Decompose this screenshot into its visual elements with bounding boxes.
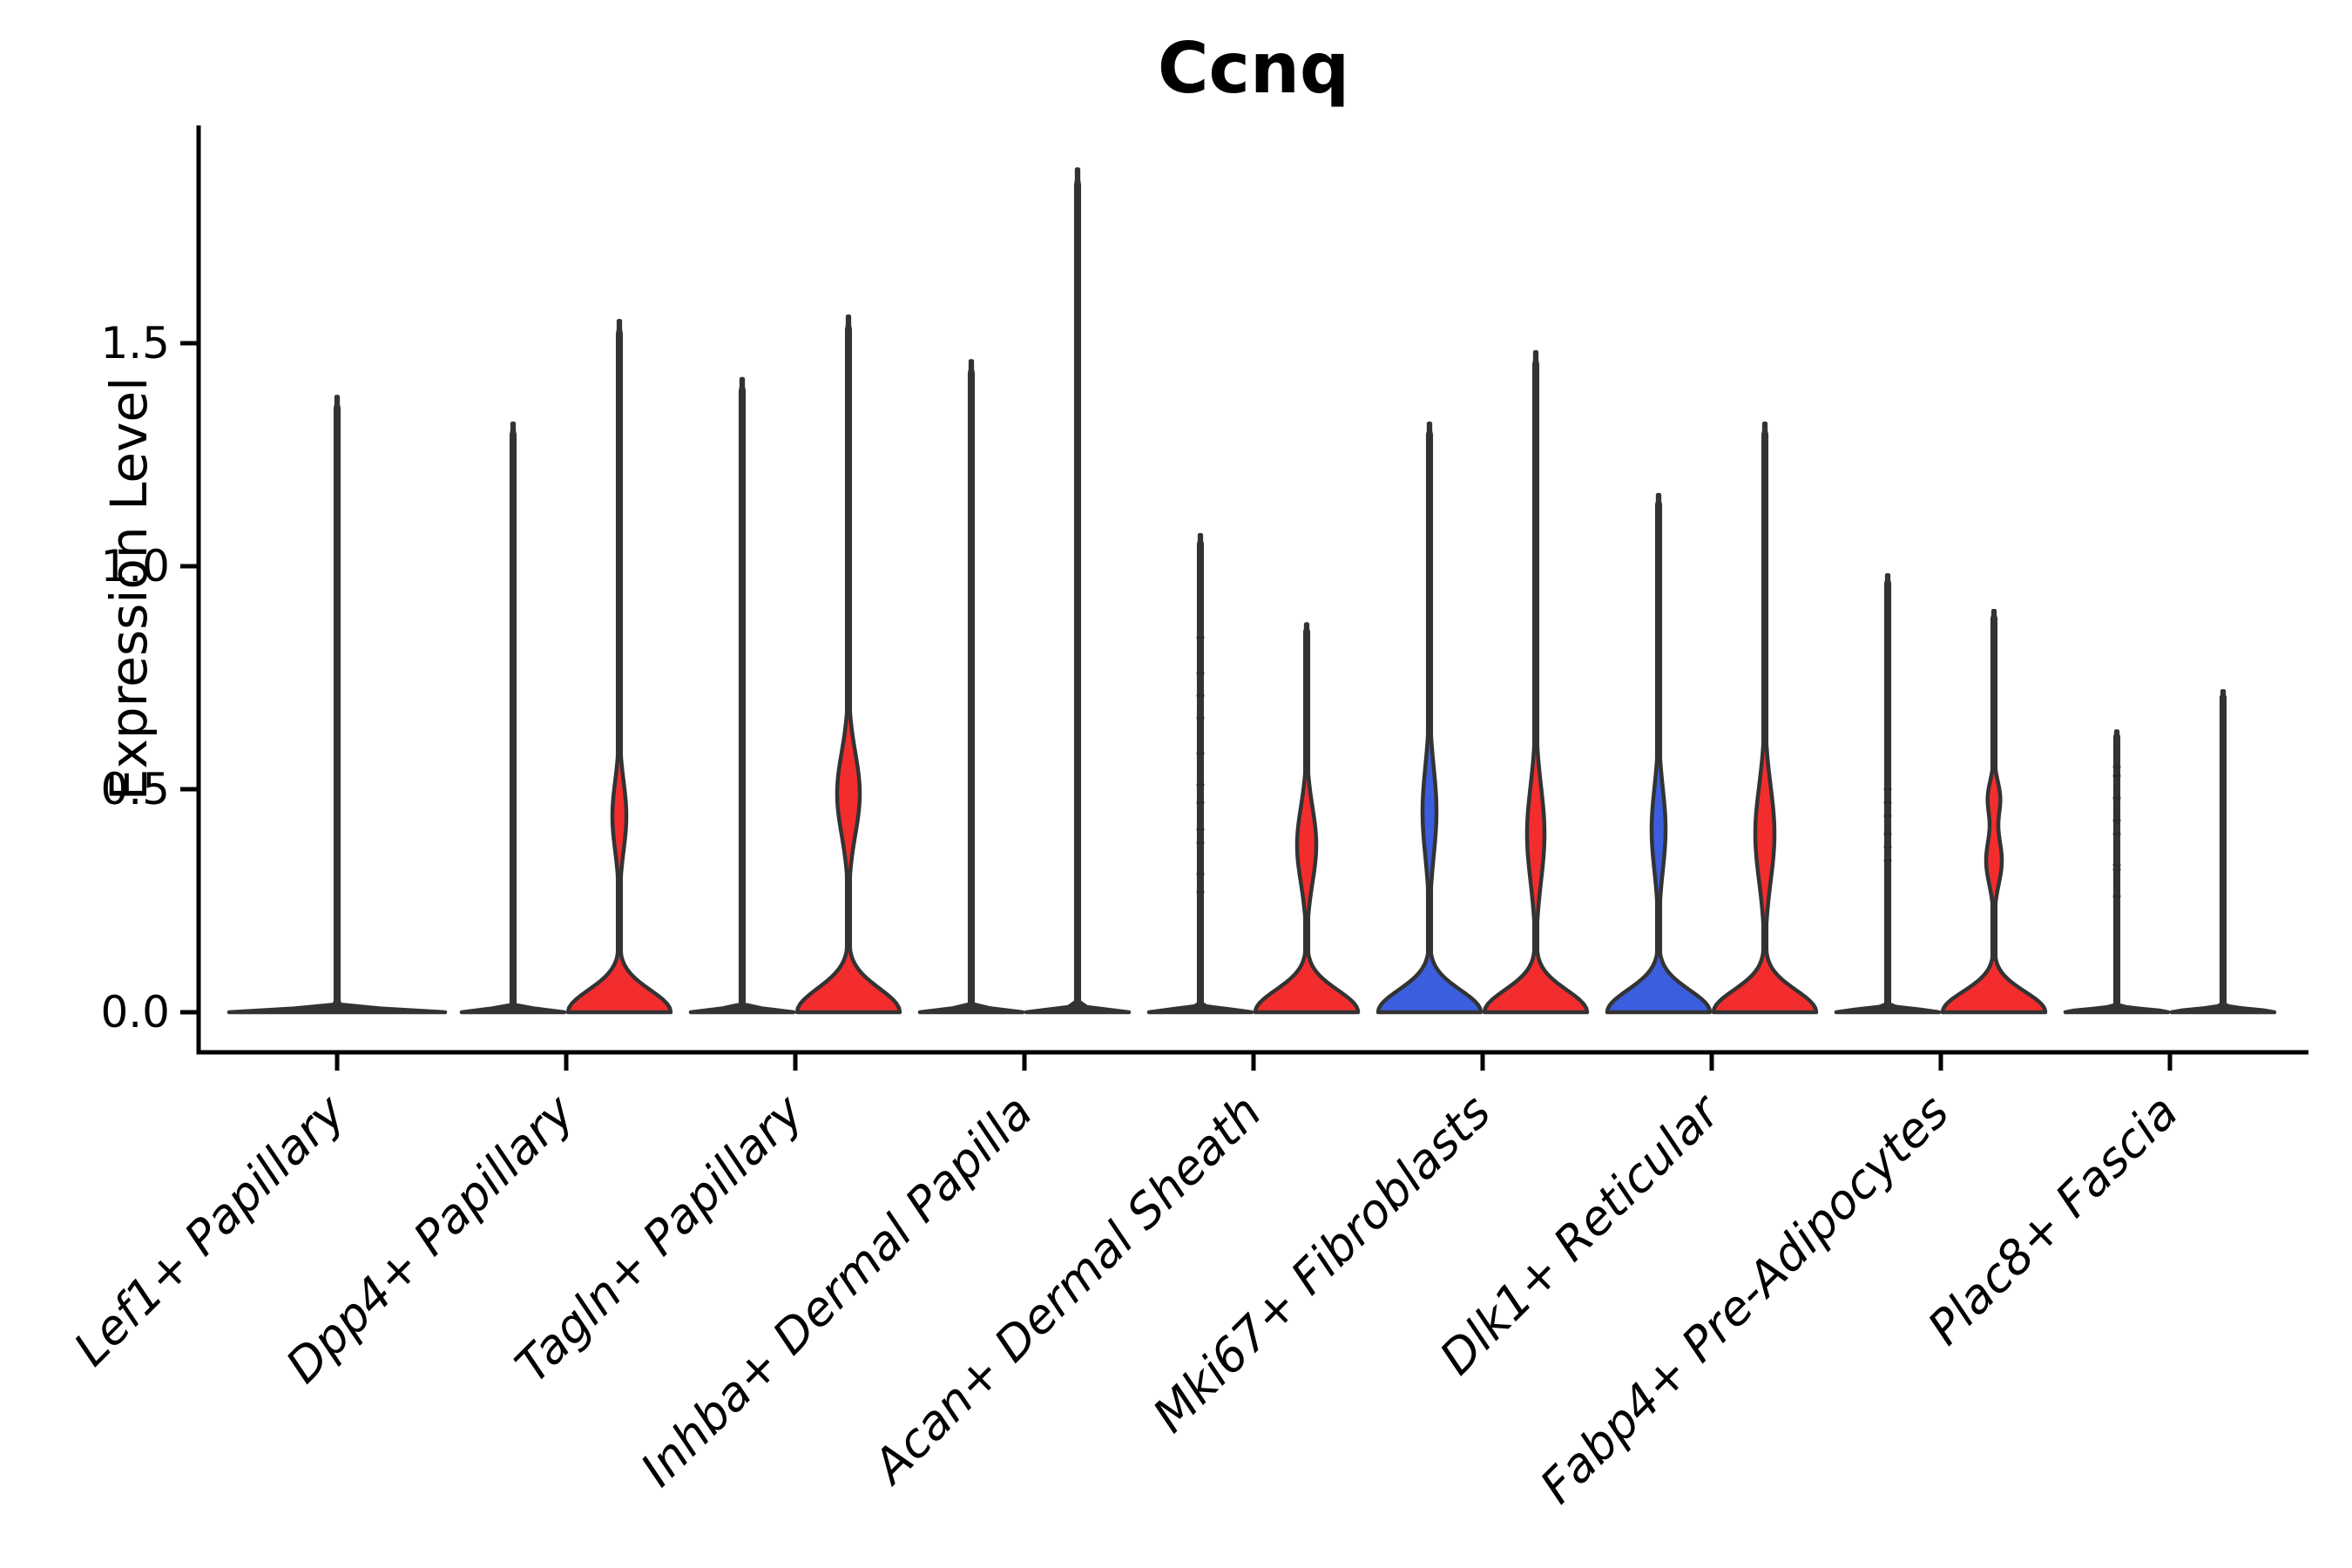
- y-tick-label-1.5: 1.5: [100, 318, 170, 368]
- violin-dlk1-reticular-left: [1605, 492, 1713, 1015]
- x-tick-label-fabp4-pre-adipocytes: Fabp4+ Pre-Adipocytes: [1530, 1085, 1959, 1514]
- plot-title: Ccnq: [1158, 28, 1349, 109]
- x-tick-label-acan-dermal-sheath: Acan+ Dermal Sheath: [861, 1085, 1272, 1496]
- violin-tagln-papillary-right: [794, 314, 902, 1015]
- data-point-acan-dermal-sheath-left: [1196, 872, 1205, 876]
- violins-layer: [226, 167, 2277, 1015]
- y-tick-label-1.0: 1.0: [100, 541, 170, 591]
- data-point-plac8-fascia-left: [2112, 895, 2121, 898]
- data-point-plac8-fascia-left: [2112, 774, 2121, 778]
- data-point-acan-dermal-sheath-left: [1196, 783, 1205, 787]
- data-point-plac8-fascia-left: [2112, 832, 2121, 835]
- violin-fabp4-pre-adipocytes-left: [1834, 572, 1942, 1015]
- violin-fabp4-pre-adipocytes-right: [1940, 608, 2048, 1015]
- violin-inhba-dermal-papilla-right: [1024, 167, 1132, 1015]
- violin-dpp4-papillary-left: [459, 421, 567, 1015]
- data-point-fabp4-pre-adipocytes-left: [1883, 814, 1892, 818]
- violin-acan-dermal-sheath-left: [1146, 532, 1254, 1015]
- data-point-acan-dermal-sheath-left: [1196, 693, 1205, 698]
- violin-plac8-fascia-right: [2169, 689, 2277, 1015]
- data-point-acan-dermal-sheath-left: [1196, 841, 1205, 845]
- violin-plac8-fascia-left: [2063, 729, 2171, 1015]
- data-point-acan-dermal-sheath-left: [1196, 801, 1205, 805]
- violin-acan-dermal-sheath-right: [1253, 622, 1361, 1015]
- violin-lef1-papillary-center: [226, 395, 448, 1015]
- data-point-plac8-fascia-left: [2112, 796, 2121, 800]
- y-axis-label: Expression Level: [99, 377, 159, 801]
- data-point-fabp4-pre-adipocytes-left: [1883, 845, 1892, 849]
- data-point-acan-dermal-sheath-left: [1196, 752, 1205, 755]
- data-point-acan-dermal-sheath-left: [1196, 890, 1205, 894]
- data-point-acan-dermal-sheath-left: [1196, 636, 1205, 639]
- y-tick-label-0.5: 0.5: [100, 764, 170, 814]
- data-point-fabp4-pre-adipocytes-left: [1883, 801, 1892, 805]
- data-point-acan-dermal-sheath-left: [1196, 828, 1205, 831]
- data-point-fabp4-pre-adipocytes-left: [1883, 859, 1892, 862]
- data-point-fabp4-pre-adipocytes-left: [1883, 787, 1892, 791]
- violin-inhba-dermal-papilla-left: [917, 359, 1025, 1015]
- data-point-plac8-fascia-left: [2112, 765, 2121, 769]
- violin-mki67-fibroblasts-left: [1375, 421, 1484, 1015]
- violin-tagln-papillary-left: [688, 376, 796, 1015]
- data-point-plac8-fascia-left: [2112, 863, 2121, 867]
- data-point-plac8-fascia-left: [2112, 819, 2121, 822]
- x-tick-label-inhba-dermal-papilla: Inhba+ Dermal Papilla: [630, 1085, 1043, 1497]
- y-tick-label-0.0: 0.0: [100, 987, 170, 1037]
- violin-mki67-fibroblasts-right: [1482, 349, 1590, 1015]
- violin-dpp4-papillary-right: [565, 319, 673, 1015]
- data-point-plac8-fascia-left: [2112, 868, 2121, 871]
- data-point-acan-dermal-sheath-left: [1196, 672, 1205, 675]
- violin-dlk1-reticular-right: [1711, 421, 1819, 1015]
- x-tick-label-plac8-fascia: Plac8+ Fascia: [1917, 1085, 2188, 1355]
- data-point-fabp4-pre-adipocytes-left: [1883, 832, 1892, 835]
- data-point-acan-dermal-sheath-left: [1196, 716, 1205, 720]
